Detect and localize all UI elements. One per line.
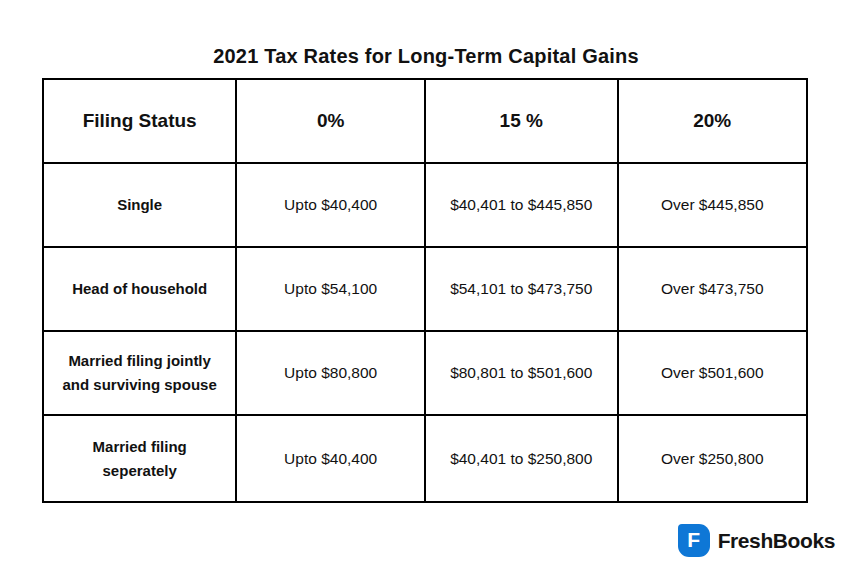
rate-15-cell: $54,101 to $473,750 bbox=[425, 247, 618, 331]
freshbooks-leaf-icon: F bbox=[678, 524, 710, 557]
filing-status-cell: Married filing seperately bbox=[43, 415, 236, 502]
rate-0-cell: Upto $40,400 bbox=[236, 163, 425, 247]
table-row-married-separately: Married filing seperately Upto $40,400 $… bbox=[43, 415, 807, 502]
table-row-head-of-household: Head of household Upto $54,100 $54,101 t… bbox=[43, 247, 807, 331]
tax-rates-table: Filing Status 0% 15 % 20% Single Upto $4… bbox=[42, 78, 808, 503]
rate-20-cell: Over $250,800 bbox=[618, 415, 808, 502]
rate-20-cell: Over $473,750 bbox=[618, 247, 808, 331]
table-row-single: Single Upto $40,400 $40,401 to $445,850 … bbox=[43, 163, 807, 247]
freshbooks-logo: F FreshBooks bbox=[678, 524, 835, 557]
page-title: 2021 Tax Rates for Long-Term Capital Gai… bbox=[0, 45, 852, 68]
table-row-married-jointly: Married filing jointly and surviving spo… bbox=[43, 331, 807, 415]
column-header-20-percent: 20% bbox=[618, 79, 808, 163]
column-header-filing-status: Filing Status bbox=[43, 79, 236, 163]
rate-20-cell: Over $501,600 bbox=[618, 331, 808, 415]
rate-20-cell: Over $445,850 bbox=[618, 163, 808, 247]
rate-0-cell: Upto $54,100 bbox=[236, 247, 425, 331]
freshbooks-mark-letter: F bbox=[687, 529, 700, 550]
rate-15-cell: $80,801 to $501,600 bbox=[425, 331, 618, 415]
filing-status-cell: Head of household bbox=[43, 247, 236, 331]
filing-status-cell: Single bbox=[43, 163, 236, 247]
column-header-15-percent: 15 % bbox=[425, 79, 618, 163]
column-header-0-percent: 0% bbox=[236, 79, 425, 163]
rate-15-cell: $40,401 to $250,800 bbox=[425, 415, 618, 502]
filing-status-cell: Married filing jointly and surviving spo… bbox=[43, 331, 236, 415]
table-header-row: Filing Status 0% 15 % 20% bbox=[43, 79, 807, 163]
rate-0-cell: Upto $80,800 bbox=[236, 331, 425, 415]
rate-15-cell: $40,401 to $445,850 bbox=[425, 163, 618, 247]
rate-0-cell: Upto $40,400 bbox=[236, 415, 425, 502]
freshbooks-wordmark: FreshBooks bbox=[718, 529, 835, 553]
